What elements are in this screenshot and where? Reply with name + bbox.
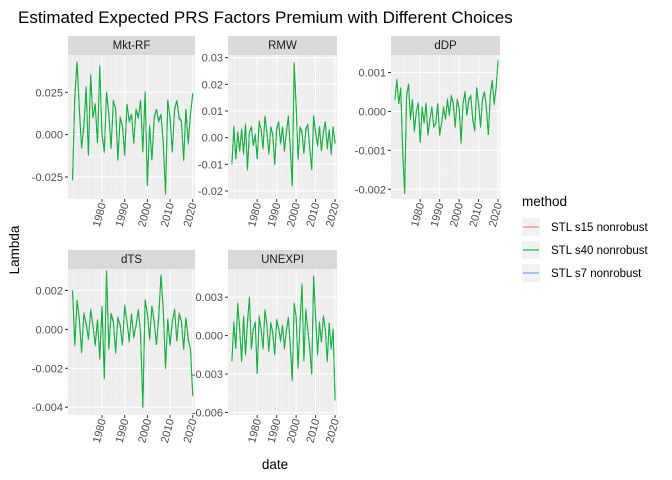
y-tick-label: 0.000 bbox=[358, 106, 386, 118]
y-axis-label: Lambda bbox=[7, 225, 22, 274]
series-line-stl-s40 bbox=[231, 62, 336, 186]
y-tick-label: 0.01 bbox=[202, 106, 223, 118]
facet-ddp: dDP -0.002 -0.001 0.000 0.001 1980 1990 2000 201… bbox=[355, 36, 505, 228]
facet-strip bbox=[391, 36, 500, 55]
y-tick-label: -0.01 bbox=[198, 159, 223, 171]
facet-strip bbox=[228, 36, 337, 55]
x-tick-label: 1990 bbox=[114, 418, 132, 445]
x-tick-label: 2010 bbox=[159, 202, 177, 229]
y-tick-label: 0.025 bbox=[35, 87, 63, 99]
x-axis-label: date bbox=[262, 457, 288, 472]
x-tick-label: 2020 bbox=[324, 418, 342, 445]
x-tick-label: 2010 bbox=[305, 418, 323, 445]
x-tick-label: 1980 bbox=[246, 202, 264, 229]
y-tick-label: -0.002 bbox=[32, 363, 63, 375]
x-tick-label: 1990 bbox=[114, 202, 132, 229]
facet-strip-label: Mkt-RF bbox=[113, 40, 151, 52]
y-tick-label: 0.000 bbox=[195, 331, 223, 343]
y-tick-label: 0.03 bbox=[202, 53, 223, 65]
facet-unexpi: UNEXPI -0.006 -0.003 0.000 0.003 1980 1990 2000… bbox=[192, 250, 342, 444]
x-tick-label: 2000 bbox=[285, 418, 303, 445]
facet-rmw: RMW -0.02 -0.01 0.00 0.01 0.02 0.03 1980 1990 200… bbox=[198, 36, 342, 228]
x-tick-label: 2000 bbox=[136, 418, 154, 445]
x-tick-label: 1980 bbox=[91, 202, 109, 229]
facet-strip-label: dDP bbox=[434, 40, 457, 52]
y-tick-label: 0.003 bbox=[195, 292, 223, 304]
chart-title: Estimated Expected PRS Factors Premium w… bbox=[18, 8, 513, 27]
x-tick-label: 1990 bbox=[266, 418, 284, 445]
y-tick-label: 0.002 bbox=[35, 285, 63, 297]
y-tick-label: 0.00 bbox=[202, 133, 223, 145]
legend-entry-label: STL s15 nonrobust bbox=[551, 222, 649, 234]
facet-strip bbox=[68, 36, 195, 55]
y-tick-label: -0.006 bbox=[192, 407, 223, 419]
series-line-stl-s40 bbox=[72, 270, 194, 408]
series-line-stl-s40 bbox=[72, 61, 194, 194]
facet-strip bbox=[228, 250, 337, 269]
y-tick-label: -0.003 bbox=[192, 369, 223, 381]
y-tick-label: 0.02 bbox=[202, 79, 223, 91]
x-tick-label: 2000 bbox=[285, 202, 303, 229]
x-tick-label: 2000 bbox=[448, 202, 466, 229]
y-tick-label: -0.02 bbox=[198, 186, 223, 198]
y-tick-label: -0.001 bbox=[355, 145, 386, 157]
facet-mkt-rf: Mkt-RF -0.025 0.000 0.025 1980 1990 2000 2010 20… bbox=[32, 36, 200, 228]
legend-title: method bbox=[522, 194, 567, 209]
facet-dts: dTS -0.004 -0.002 0.000 0.002 1980 1990 2000 201… bbox=[32, 250, 200, 444]
x-tick-label: 2010 bbox=[468, 202, 486, 229]
legend: method STL s15 nonrobust STL s40 nonrobus… bbox=[522, 194, 649, 282]
x-tick-label: 2010 bbox=[159, 418, 177, 445]
y-tick-label: -0.025 bbox=[32, 172, 63, 184]
facet-strip-label: UNEXPI bbox=[261, 254, 304, 266]
y-tick-label: 0.000 bbox=[35, 130, 63, 142]
x-tick-label: 2020 bbox=[487, 202, 505, 229]
facet-strip bbox=[68, 250, 195, 269]
series-line-stl-s40 bbox=[394, 60, 499, 194]
x-tick-label: 2000 bbox=[136, 202, 154, 229]
facet-strip-label: dTS bbox=[121, 254, 142, 266]
x-tick-label: 2020 bbox=[182, 202, 200, 229]
x-tick-label: 1990 bbox=[429, 202, 447, 229]
y-tick-label: -0.004 bbox=[32, 402, 63, 414]
y-tick-label: 0.001 bbox=[358, 68, 386, 80]
x-tick-label: 2020 bbox=[182, 418, 200, 445]
legend-entry-label: STL s40 nonrobust bbox=[551, 245, 649, 257]
y-tick-label: 0.000 bbox=[35, 324, 63, 336]
y-tick-label: -0.002 bbox=[355, 184, 386, 196]
x-tick-label: 1980 bbox=[91, 418, 109, 445]
x-tick-label: 1990 bbox=[266, 202, 284, 229]
x-tick-label: 2020 bbox=[324, 202, 342, 229]
series-line-stl-s40 bbox=[231, 276, 336, 400]
legend-entry-label: STL s7 nonrobust bbox=[551, 268, 642, 280]
x-tick-label: 2010 bbox=[305, 202, 323, 229]
x-tick-label: 1980 bbox=[409, 202, 427, 229]
facet-strip-label: RMW bbox=[268, 40, 297, 52]
x-tick-label: 1980 bbox=[246, 418, 264, 445]
